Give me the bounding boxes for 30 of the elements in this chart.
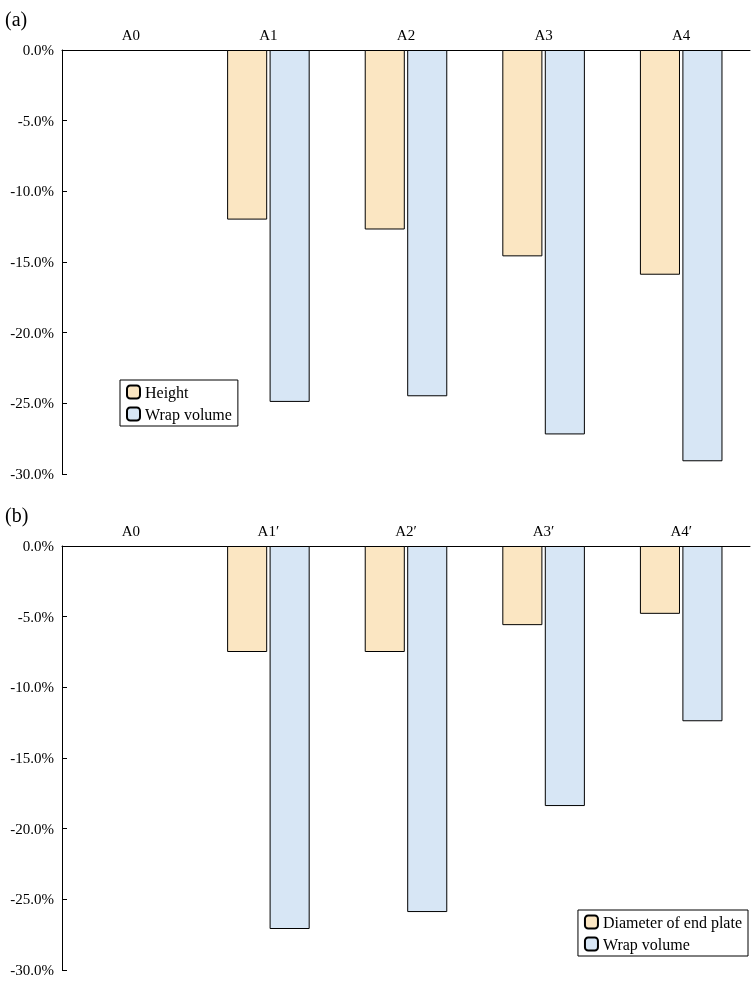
y-tick-label: -15.0%	[10, 254, 54, 270]
y-tick-label: -15.0%	[10, 750, 54, 766]
y-tick-label: 0.0%	[22, 538, 54, 554]
y-tick-label: -25.0%	[10, 395, 54, 412]
y-tick-label: -10.0%	[10, 679, 54, 696]
x-tick-label: A1	[259, 26, 278, 43]
x-tick-label: A3′	[532, 522, 555, 539]
legend-label: Diameter of end plate	[602, 913, 742, 932]
x-tick-label: A2′	[395, 522, 417, 539]
y-tick-label: -5.0%	[17, 608, 54, 625]
x-tick-label: A0	[121, 26, 140, 43]
x-tick-label: A1′	[257, 522, 280, 539]
x-tick-label: A0	[121, 522, 140, 539]
y-tick-label: -20.0%	[10, 820, 54, 837]
chart-title: (a)	[5, 8, 28, 31]
y-tick-label: 0.0%	[22, 42, 54, 58]
y-tick-label: -5.0%	[17, 112, 54, 129]
y-tick-label: -30.0%	[10, 962, 54, 978]
chart-title: (b)	[5, 504, 29, 527]
legend-label: Height	[145, 383, 190, 402]
legend-label: Wrap volume	[602, 935, 690, 954]
y-tick-label: -25.0%	[10, 891, 54, 908]
x-tick-label: A4	[672, 26, 691, 43]
y-tick-label: -10.0%	[10, 183, 54, 200]
x-tick-label: A3	[534, 26, 553, 43]
legend-label: Wrap volume	[145, 405, 232, 424]
x-tick-label: A4′	[670, 522, 693, 539]
x-tick-label: A2	[396, 26, 416, 43]
y-tick-label: -30.0%	[10, 466, 54, 482]
y-tick-label: -20.0%	[10, 324, 54, 341]
